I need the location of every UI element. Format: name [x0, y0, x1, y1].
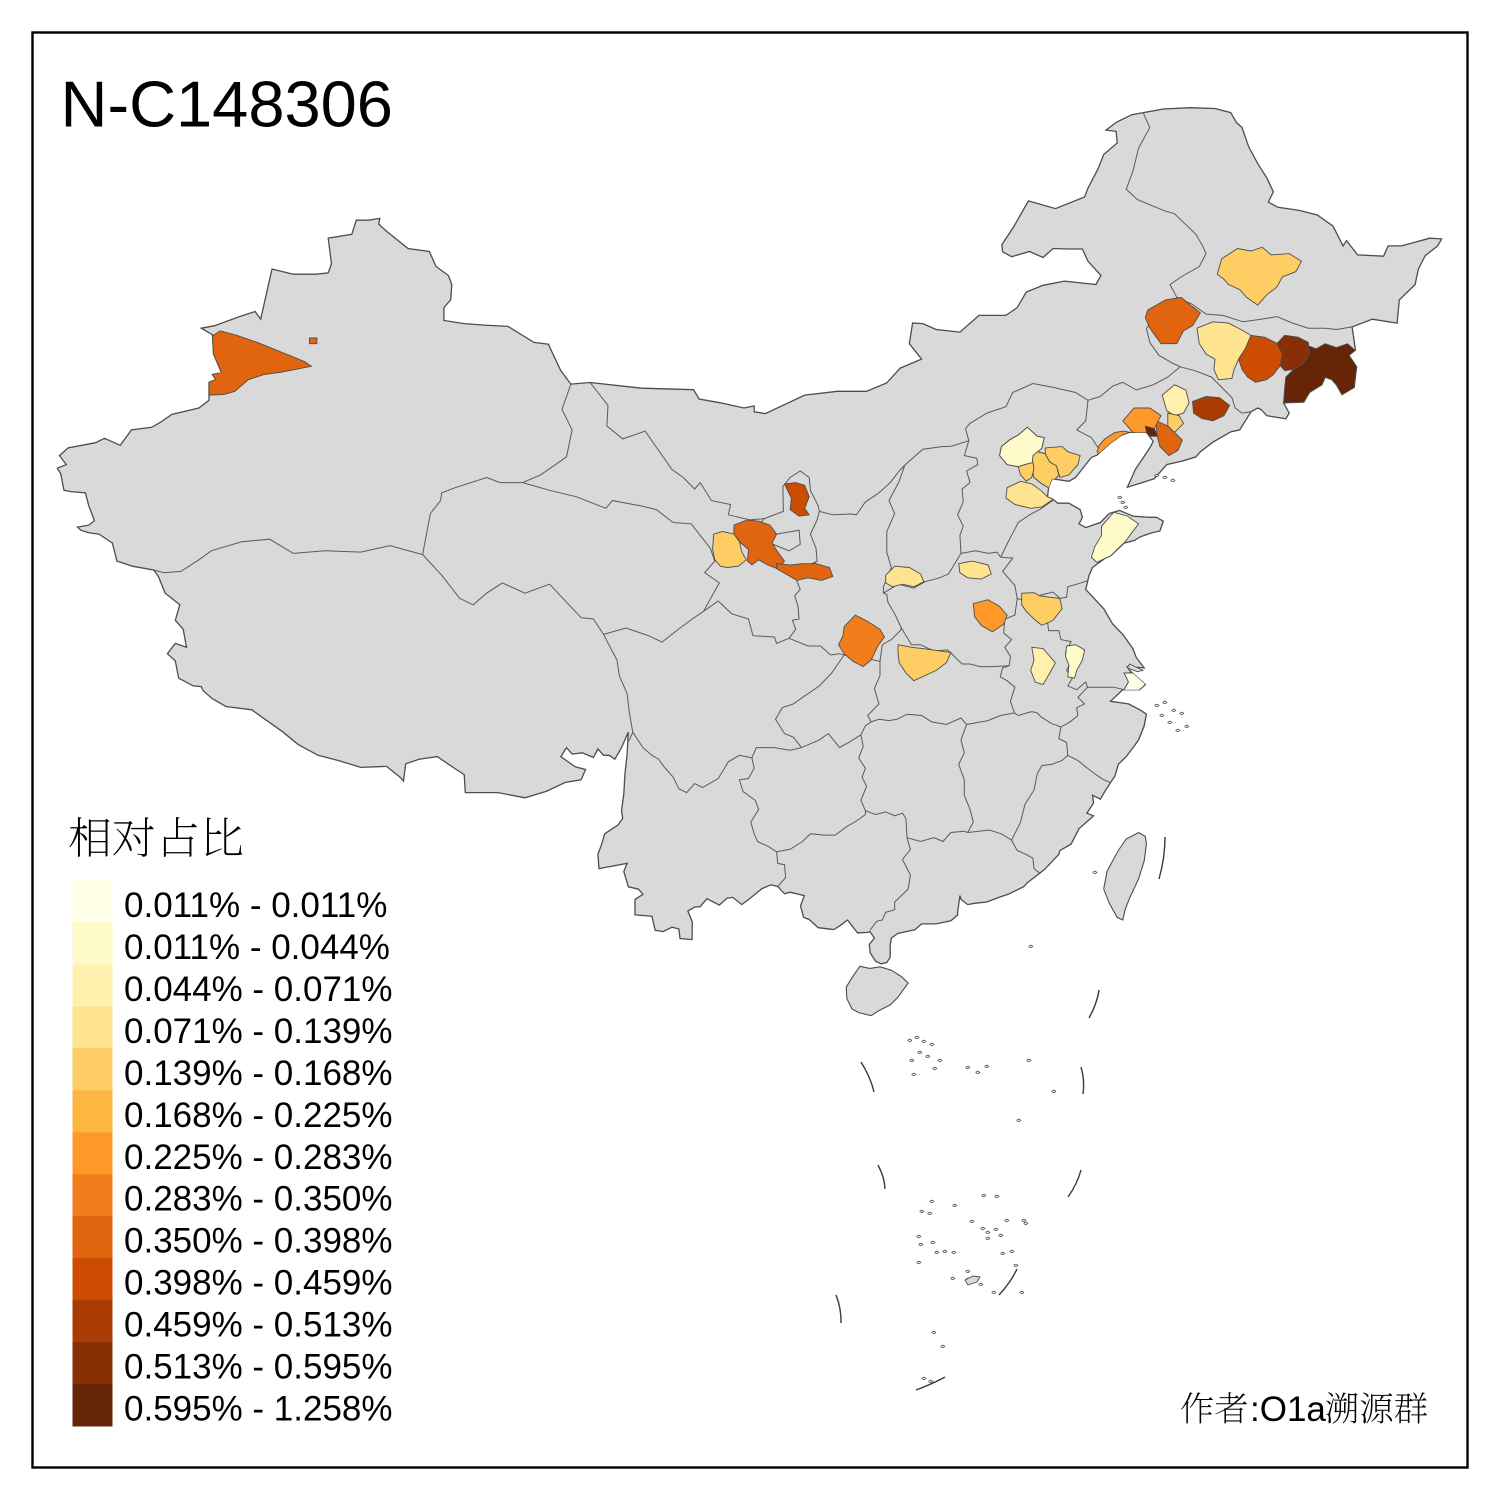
svg-text:0.398% - 0.459%: 0.398% - 0.459% — [124, 1264, 393, 1303]
svg-text:0.168% - 0.225%: 0.168% - 0.225% — [124, 1096, 393, 1135]
svg-text:0.011% - 0.011%: 0.011% - 0.011% — [124, 886, 387, 925]
svg-text:N-C148306: N-C148306 — [61, 68, 393, 141]
svg-text:0.225% - 0.283%: 0.225% - 0.283% — [124, 1138, 393, 1177]
svg-text:0.459% - 0.513%: 0.459% - 0.513% — [124, 1306, 393, 1345]
svg-text:0.513% - 0.595%: 0.513% - 0.595% — [124, 1348, 393, 1387]
svg-text:0.139% - 0.168%: 0.139% - 0.168% — [124, 1054, 393, 1093]
svg-text::O1a: :O1a — [1250, 1390, 1326, 1429]
svg-text:0.071% - 0.139%: 0.071% - 0.139% — [124, 1012, 393, 1051]
svg-text:0.350% - 0.398%: 0.350% - 0.398% — [124, 1222, 393, 1261]
svg-text:0.595% - 1.258%: 0.595% - 1.258% — [124, 1390, 393, 1429]
svg-text:0.044% - 0.071%: 0.044% - 0.071% — [124, 970, 393, 1009]
svg-text:0.283% - 0.350%: 0.283% - 0.350% — [124, 1180, 393, 1219]
svg-text:0.011% - 0.044%: 0.011% - 0.044% — [124, 928, 390, 967]
